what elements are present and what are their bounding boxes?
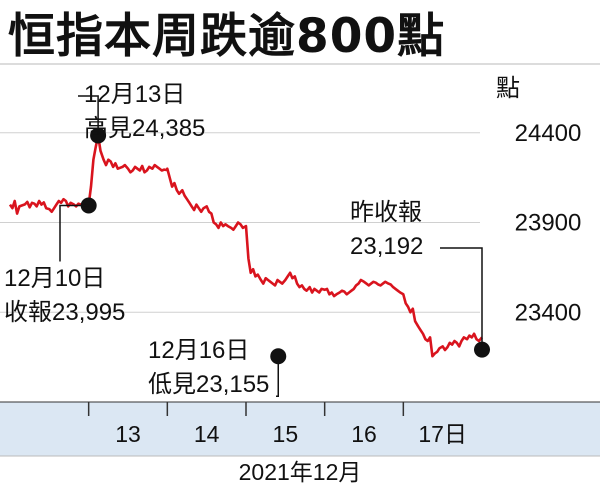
x-tick-label-3: 16 [351,421,377,447]
y-unit-label: 點 [496,75,520,102]
y-tick-label-1: 23900 [515,210,582,237]
leader-last-close [440,247,483,350]
annotation-last-close-value: 23,192 [350,233,423,260]
hsi-line-chart: 24400 23900 23400 點 13 14 15 16 17日 2021年12月 12月10… [0,63,600,488]
annotation-high-value: 高見24,385 [84,115,205,142]
x-tick-label-0: 13 [115,421,141,447]
x-axis-band [0,402,600,456]
x-tick-label-4: 17日 [418,421,467,447]
x-axis-title: 2021年12月 [239,459,362,485]
leader-high [78,95,99,136]
chart-title: 恒指本周跌逾800點 [8,8,446,64]
x-tick-label-1: 14 [194,421,220,447]
annotation-low-value: 低見23,155 [148,371,269,398]
x-tick-label-2: 15 [273,421,299,447]
y-tick-label-0: 24400 [515,120,582,147]
leader-low [276,356,280,397]
annotation-prev-close-date: 12月10日 [4,265,105,292]
y-tick-label-2: 23400 [515,299,582,326]
year-band [0,456,600,488]
annotation-last-close-label: 昨收報 [350,199,422,226]
leader-prev-close [59,204,89,262]
annotation-low-date: 12月16日 [148,337,249,364]
annotation-prev-close-value: 收報23,995 [4,299,125,326]
annotation-high-date: 12月13日 [84,81,185,108]
